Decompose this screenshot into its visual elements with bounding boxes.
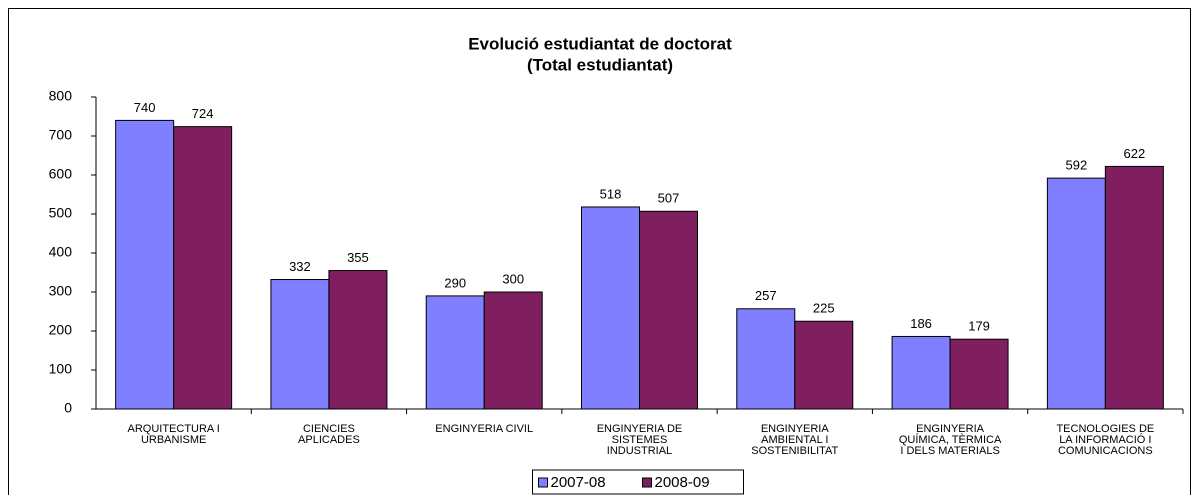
bar: [639, 210, 698, 410]
value-label: 257: [755, 288, 777, 303]
legend-box: [532, 469, 744, 495]
value-label: 290: [444, 275, 466, 290]
bar: [794, 320, 854, 410]
x-tick-label: ENGINYERIA CIVIL: [435, 424, 534, 435]
bar: [115, 119, 175, 410]
bar: [736, 308, 796, 410]
y-tick-label: 400: [49, 244, 73, 260]
x-tick-label-box: CIÈNCIES APLICADES: [298, 424, 360, 446]
x-tick-label: TECNOLOGIES DE LA INFORMACIÓ I COMUNICAC…: [1056, 424, 1155, 457]
legend-label: 2007-08: [551, 474, 606, 491]
value-label: 355: [347, 250, 369, 265]
y-tick-label: 200: [49, 322, 73, 338]
x-tick-label: ARQUITECTURA I URBANISME: [127, 424, 220, 446]
x-tick-label-box: TECNOLOGIES DE LA INFORMACIÓ I COMUNICAC…: [1056, 424, 1155, 457]
y-tick-label: 700: [49, 127, 73, 143]
value-label: 592: [1066, 158, 1088, 173]
legend-swatch: [538, 477, 548, 488]
bar: [270, 279, 330, 410]
bar: [173, 126, 233, 410]
value-label: 186: [910, 316, 932, 331]
x-tick-label: ENGINYERIA DE SISTEMES INDUSTRIAL: [596, 424, 683, 457]
bar: [581, 206, 640, 410]
value-label: 179: [968, 319, 990, 334]
value-label: 740: [134, 100, 156, 115]
bar: [1104, 165, 1164, 410]
x-tick-label-box: ENGINYERIA AMBIENTAL I SOSTENIBILITAT: [751, 424, 839, 457]
legend-label: 2008-09: [655, 474, 710, 491]
y-tick-label: 800: [49, 88, 73, 104]
x-tick-label-box: ENGINYERIA DE SISTEMES INDUSTRIAL: [596, 424, 683, 457]
x-tick-label: ENGINYERIA AMBIENTAL I SOSTENIBILITAT: [751, 424, 839, 457]
bar: [425, 295, 485, 410]
x-tick-label-box: ARQUITECTURA I URBANISME: [127, 424, 220, 446]
y-tick-label: 300: [49, 283, 73, 299]
x-tick-label-box: ENGINYERIA CIVIL: [435, 424, 534, 435]
x-tick-label: CIÈNCIES APLICADES: [298, 424, 360, 446]
y-tick-label: 0: [64, 400, 72, 416]
chart-subtitle: (Total estudiantat): [527, 55, 673, 74]
value-label: 622: [1124, 146, 1146, 161]
x-tick-label-box: ENGINYERIA QUÍMICA, TÈRMICA I DELS MATER…: [898, 424, 1002, 457]
bar: [949, 338, 1009, 410]
y-tick-label: 600: [49, 166, 73, 182]
bar: [1046, 177, 1106, 410]
value-label: 332: [289, 259, 311, 274]
bar: [483, 291, 543, 410]
bar: [891, 335, 951, 410]
bar: [328, 270, 388, 410]
value-label: 300: [502, 271, 524, 286]
value-label: 518: [600, 186, 622, 201]
value-label: 225: [813, 301, 835, 316]
x-tick-label: ENGINYERIA QUÍMICA, TÈRMICA I DELS MATER…: [898, 424, 1002, 457]
value-label: 724: [192, 106, 214, 121]
legend-swatch: [642, 477, 652, 488]
y-tick-label: 100: [49, 361, 73, 377]
chart-title: Evolució estudiantat de doctorat: [468, 34, 732, 53]
value-label: 507: [658, 191, 680, 206]
y-tick-label: 500: [49, 205, 73, 221]
